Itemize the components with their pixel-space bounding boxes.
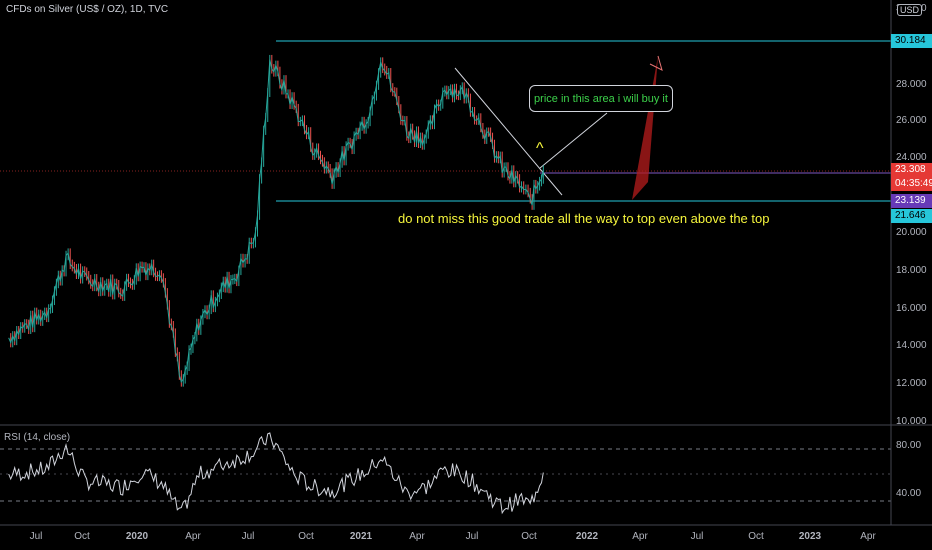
countdown-tag: 04:35:49 [891, 177, 932, 191]
price-tick-label: 10.000 [896, 416, 927, 427]
rsi-tick-label: 80.00 [896, 440, 921, 451]
forecast-arrow-head [649, 55, 663, 71]
price-tick-label: 26.000 [896, 115, 927, 126]
price-tick-label: 24.000 [896, 152, 927, 163]
callout-pointer [539, 112, 608, 169]
time-tick-label: Oct [74, 531, 90, 542]
price-pane-bg [0, 0, 891, 425]
symbol-title[interactable]: CFDs on Silver (US$ / OZ), 1D, TVC [6, 4, 169, 15]
time-tick-label: Oct [521, 531, 537, 542]
rsi-series-line [8, 432, 544, 515]
time-tick-label: Oct [748, 531, 764, 542]
price-tick-label: 20.000 [896, 227, 927, 238]
time-tick-label: Apr [185, 531, 201, 542]
bottom-annotation[interactable]: do not miss this good trade all the way … [398, 211, 770, 226]
price-tick-label: 14.000 [896, 340, 927, 351]
currency-badge[interactable]: USD [896, 4, 922, 16]
time-tick-label: 2020 [126, 531, 149, 542]
time-tick-label: 2022 [576, 531, 599, 542]
resistance-tag: 30.184 [891, 34, 932, 48]
time-tick-label: Oct [298, 531, 314, 542]
rsi-pane [0, 432, 891, 515]
time-tick-label: Jul [691, 531, 704, 542]
price-candles [10, 54, 544, 387]
price-tick-label: 16.000 [896, 303, 927, 314]
rsi-label[interactable]: RSI (14, close) [4, 432, 71, 443]
callout-note[interactable]: price in this area i will buy it [529, 85, 673, 112]
time-axis[interactable]: Jul Oct 2020 Apr Jul Oct 2021 Apr Jul Oct 2022 Apr J… [30, 531, 877, 542]
trendline-down[interactable] [454, 67, 563, 196]
support-tag: 21.646 [891, 209, 932, 223]
time-tick-label: Jul [30, 531, 43, 542]
price-tick-label: 28.000 [896, 79, 927, 90]
time-tick-label: Apr [860, 531, 876, 542]
time-tick-label: Apr [409, 531, 425, 542]
price-tick-label: 12.000 [896, 378, 927, 389]
time-tick-label: Apr [632, 531, 648, 542]
purple-line-tag: 23.139 [891, 194, 932, 208]
rsi-tick-label: 40.00 [896, 488, 921, 499]
time-tick-label: Jul [466, 531, 479, 542]
price-pane [0, 0, 891, 425]
price-tick-label: 18.000 [896, 265, 927, 276]
last-price-tag: 23.308 [891, 163, 932, 177]
rsi-axis[interactable]: 80.00 40.00 [896, 440, 921, 499]
time-tick-label: 2021 [350, 531, 373, 542]
price-series-line [8, 59, 544, 384]
time-tick-label: 2023 [799, 531, 822, 542]
time-tick-label: Jul [242, 531, 255, 542]
caret-annotation[interactable]: ^ [536, 140, 544, 157]
